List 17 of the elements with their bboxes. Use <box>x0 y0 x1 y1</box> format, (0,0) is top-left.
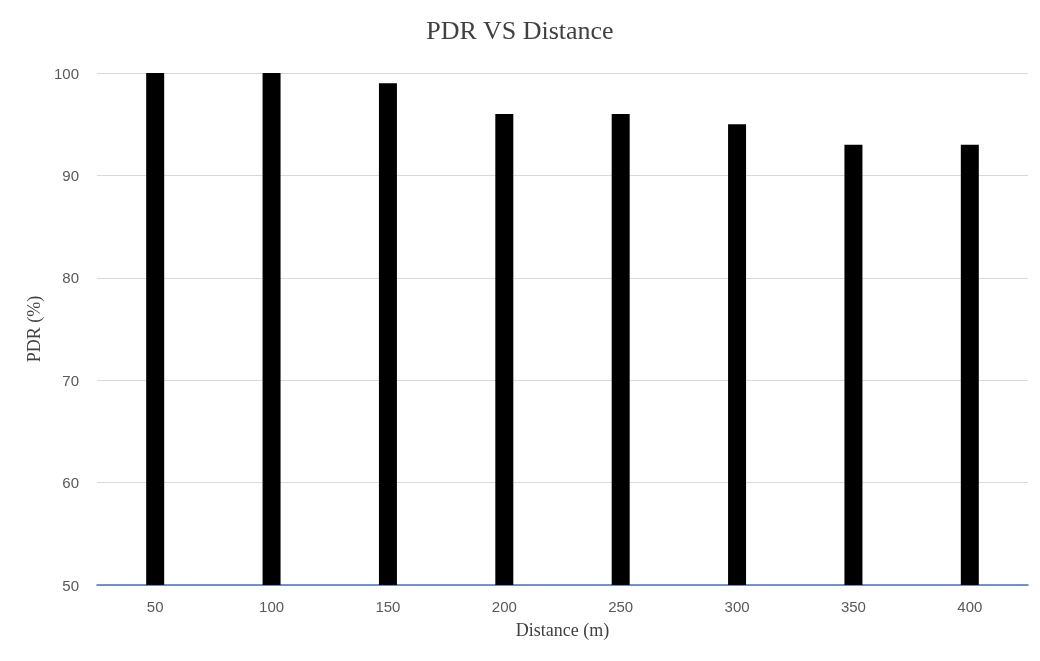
y-tick-label: 80 <box>62 269 79 287</box>
x-tick-label: 300 <box>724 598 750 615</box>
x-tick-label: 400 <box>957 598 983 615</box>
x-tick-label: 50 <box>146 598 164 615</box>
y-axis-title: PDR (%) <box>24 295 46 363</box>
y-tick-label: 60 <box>62 474 79 492</box>
x-tick-label: 100 <box>259 598 285 615</box>
y-tick-label: 100 <box>53 64 79 82</box>
x-tick-label: 150 <box>375 598 401 615</box>
x-tick-label: 200 <box>491 598 517 615</box>
x-tick-label: 350 <box>840 598 866 615</box>
x-axis-title: Distance (m) <box>515 620 610 641</box>
chart-title: PDR VS Distance <box>426 15 614 45</box>
x-tick-label: 250 <box>608 598 634 615</box>
y-tick-label: 90 <box>62 166 79 184</box>
y-tick-label: 70 <box>62 371 79 389</box>
y-tick-label: 50 <box>62 576 79 594</box>
